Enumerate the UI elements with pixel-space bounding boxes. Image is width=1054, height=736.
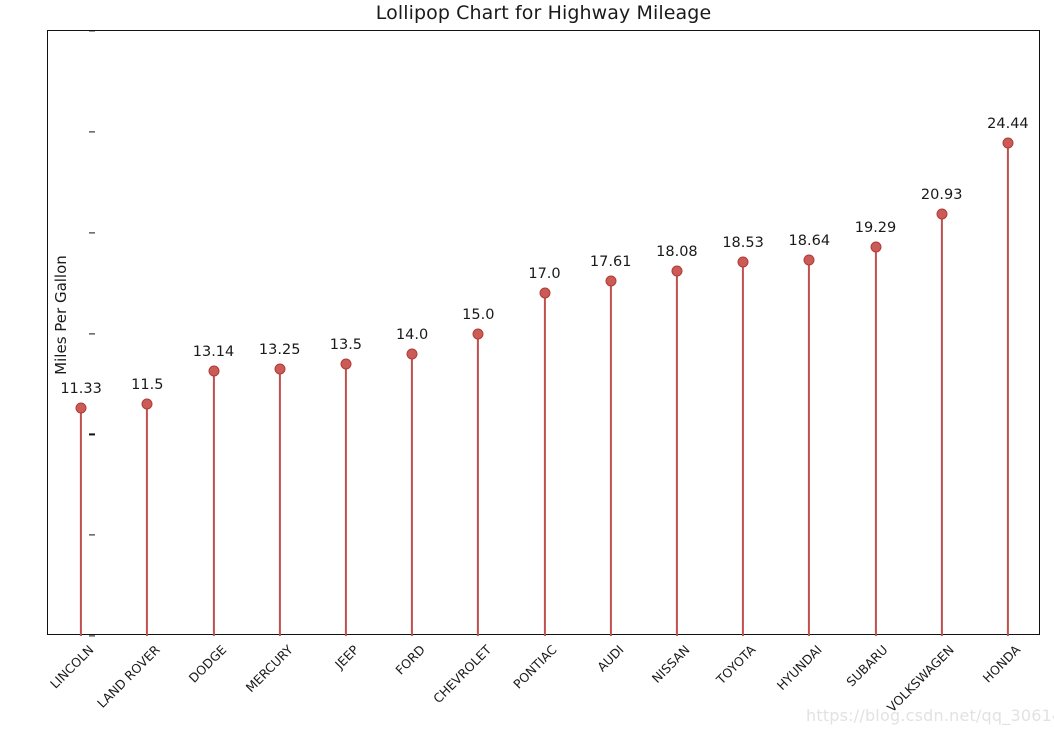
- watermark: https://blog.csdn.net/qq_30614345: [806, 706, 1054, 725]
- lollipop-marker[interactable]: [472, 328, 484, 339]
- lollipop-marker[interactable]: [539, 287, 550, 299]
- lollipop-stem: [808, 260, 811, 636]
- data-point-label: 13.5: [329, 336, 363, 353]
- data-point-label: 13.14: [192, 344, 235, 360]
- lollipop-stem: [742, 262, 745, 636]
- y-tick-mark: [89, 30, 95, 32]
- lollipop-stem: [543, 293, 546, 636]
- lollipop-marker[interactable]: [75, 402, 87, 413]
- lollipop-stem: [675, 271, 678, 636]
- data-point-label: 15.0: [462, 306, 495, 323]
- data-point-label: 14.0: [395, 326, 429, 343]
- x-tick-label: HONDA: [979, 642, 1024, 686]
- lollipop-stem: [278, 368, 281, 636]
- x-tick-label: LINCOLN: [47, 642, 97, 692]
- y-axis-label: Miles Per Gallon: [52, 255, 70, 375]
- lollipop-stem: [344, 363, 347, 636]
- lollipop-stem: [146, 404, 149, 636]
- y-tick-mark: [89, 433, 95, 435]
- data-point-label: 20.93: [920, 186, 963, 203]
- data-point-label: 18.53: [722, 235, 764, 252]
- x-tick-label: DODGE: [185, 642, 230, 686]
- y-tick-mark: [89, 131, 95, 133]
- x-tick-label: LAND ROVER: [94, 642, 163, 711]
- x-tick-label: TOYOTA: [713, 642, 759, 688]
- x-tick-label: MERCURY: [242, 642, 296, 696]
- lollipop-stem: [609, 280, 612, 636]
- x-tick-label: AUDI: [593, 642, 627, 675]
- x-tick-label: NISSAN: [648, 642, 693, 686]
- lollipop-marker[interactable]: [208, 365, 219, 377]
- lollipop-marker[interactable]: [605, 275, 617, 287]
- lollipop-marker[interactable]: [737, 256, 749, 268]
- data-point-label: 17.61: [589, 253, 632, 270]
- lollipop-stem: [940, 213, 943, 636]
- data-point-label: 18.08: [656, 244, 698, 261]
- y-tick-mark: [89, 232, 95, 234]
- y-tick-mark: [89, 332, 95, 335]
- x-tick-label: JEEP: [331, 642, 362, 672]
- lollipop-marker[interactable]: [870, 241, 881, 253]
- data-point-label: 18.64: [788, 233, 831, 250]
- x-tick-label: CHEVROLET: [429, 642, 494, 707]
- plot-area: Miles Per Gallon 051015202530 11.3311.51…: [47, 30, 1040, 637]
- lollipop-marker[interactable]: [671, 265, 683, 277]
- data-point-label: 19.29: [854, 219, 897, 236]
- y-tick-mark: [89, 635, 95, 637]
- lollipop-marker[interactable]: [1002, 137, 1014, 149]
- lollipop-stem: [411, 353, 414, 636]
- lollipop-stem: [1006, 143, 1009, 636]
- y-tick-mark: [89, 534, 95, 536]
- x-tick-label: VOLKSWAGEN: [884, 642, 958, 715]
- lollipop-marker[interactable]: [803, 254, 815, 266]
- data-point-label: 17.0: [528, 266, 561, 283]
- lollipop-marker[interactable]: [340, 358, 352, 370]
- x-tick-label: PONTIAC: [510, 642, 561, 692]
- data-point-label: 11.33: [60, 380, 102, 397]
- x-tick-label: HYUNDAI: [773, 642, 825, 694]
- lollipop-marker[interactable]: [406, 348, 418, 360]
- x-tick-label: SUBARU: [843, 642, 892, 690]
- lollipop-marker[interactable]: [936, 208, 948, 220]
- data-point-label: 13.25: [258, 341, 301, 358]
- lollipop-stem: [212, 371, 215, 636]
- lollipop-marker[interactable]: [141, 398, 153, 410]
- data-point-label: 24.44: [987, 116, 1029, 133]
- data-point-label: 11.5: [131, 377, 164, 394]
- chart-title: Lollipop Chart for Highway Mileage: [375, 2, 712, 24]
- x-tick-label: FORD: [392, 642, 428, 678]
- lollipop-stem: [80, 407, 83, 636]
- lollipop-stem: [477, 333, 480, 636]
- lollipop-marker[interactable]: [274, 363, 286, 375]
- lollipop-stem: [874, 246, 877, 636]
